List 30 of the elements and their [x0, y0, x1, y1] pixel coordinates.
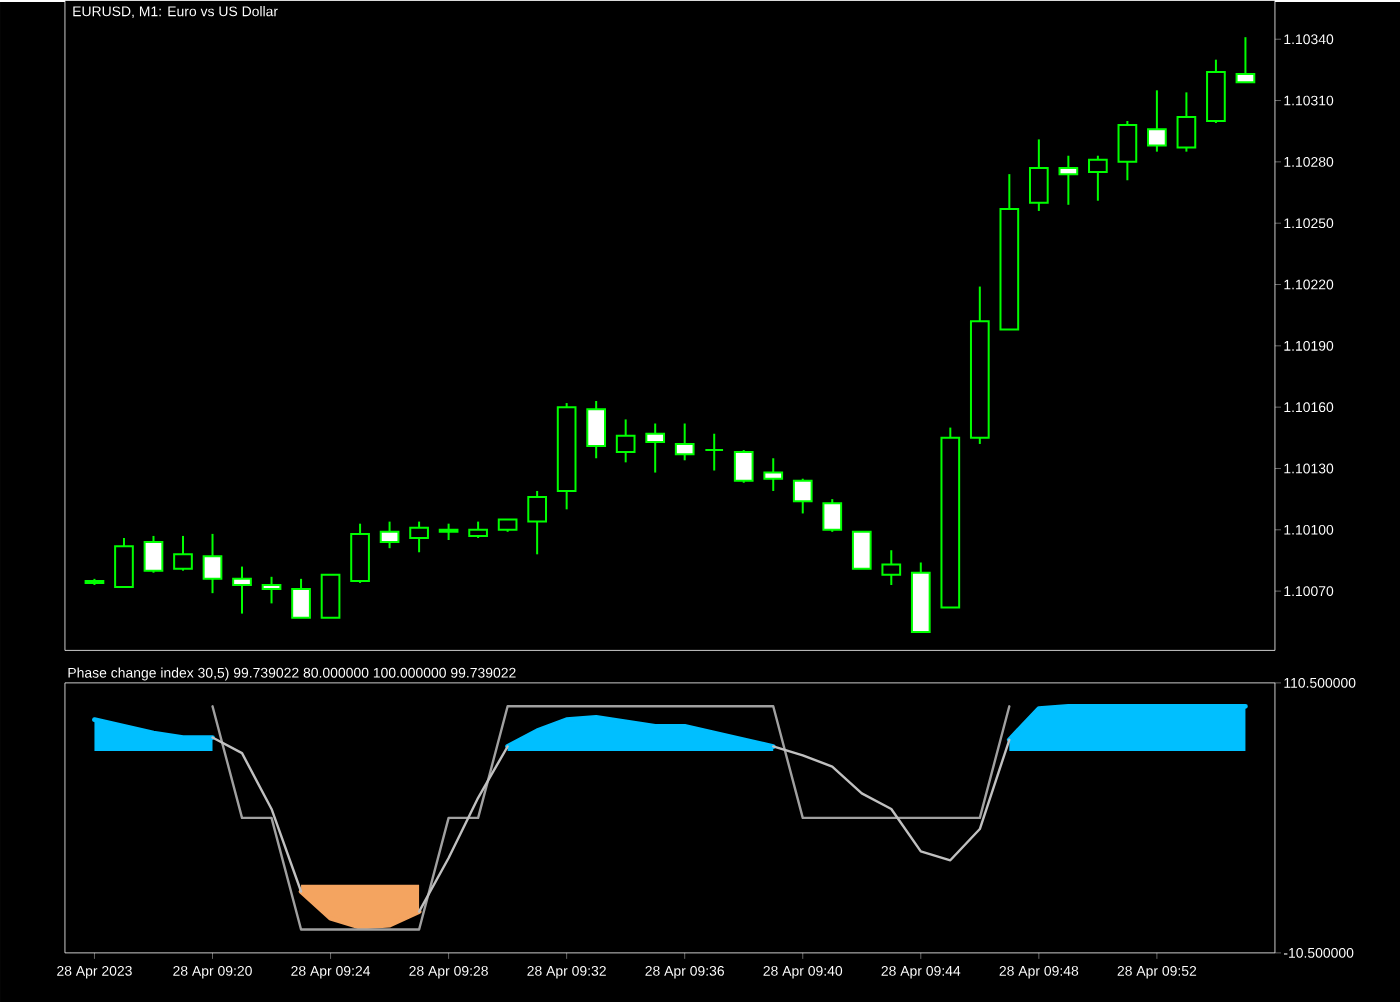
candlestick [202, 532, 223, 595]
candlestick [1058, 154, 1079, 206]
candlestick [379, 520, 400, 550]
candlestick [851, 530, 872, 570]
candlestick [114, 536, 134, 589]
candlestick [1235, 36, 1256, 84]
candlestick [527, 489, 547, 556]
candlestick [733, 449, 754, 484]
candlestick [350, 522, 370, 584]
candlestick [1088, 154, 1108, 202]
candlestick [763, 457, 784, 492]
candlestick [615, 418, 636, 464]
candlestick [645, 422, 666, 474]
candlestick [792, 477, 813, 515]
candlestick [261, 575, 282, 605]
candlestick [1147, 89, 1167, 153]
candlestick [881, 549, 902, 586]
candlestick [232, 565, 252, 615]
candlestick [704, 432, 725, 472]
candlestick [1028, 138, 1049, 212]
candlestick [143, 534, 164, 574]
candlestick [173, 534, 193, 572]
candlestick [674, 422, 695, 462]
candlestick [409, 520, 429, 554]
candlestick [822, 498, 843, 533]
candlestick [1117, 119, 1138, 182]
candlestick [1176, 91, 1197, 153]
candlestick [320, 573, 341, 619]
candlestick [586, 400, 607, 460]
candlestick [291, 577, 311, 619]
